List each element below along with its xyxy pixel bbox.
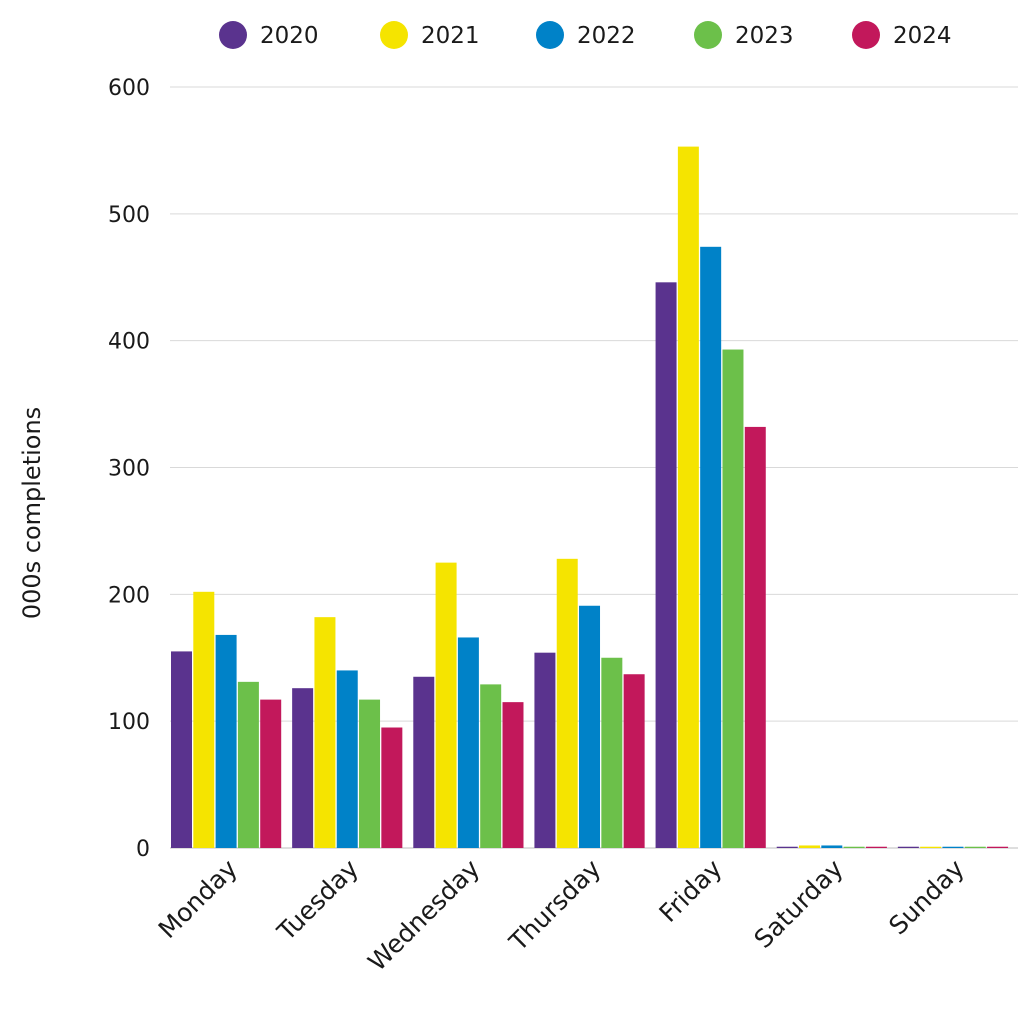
legend-marker-2024: [852, 21, 880, 49]
bar-friday-2020: [655, 282, 677, 848]
bar-sunday-2021: [920, 846, 942, 848]
bar-wednesday-2020: [413, 676, 435, 848]
bar-friday-2023: [722, 349, 744, 848]
x-tick-label: Monday: [153, 854, 243, 944]
bar-monday-2024: [260, 699, 282, 848]
bar-thursday-2020: [534, 652, 556, 848]
y-tick-label: 0: [136, 837, 150, 862]
bar-tuesday-2020: [292, 688, 314, 848]
legend-label-2021: 2021: [421, 23, 480, 49]
bar-sunday-2023: [964, 846, 986, 848]
bar-saturday-2022: [821, 845, 843, 848]
bar-thursday-2023: [601, 657, 623, 848]
x-tick-label: Wednesday: [362, 854, 485, 977]
legend-marker-2021: [380, 21, 408, 49]
bar-wednesday-2021: [435, 562, 457, 849]
bar-tuesday-2023: [359, 699, 381, 848]
bar-monday-2023: [237, 681, 259, 848]
bar-tuesday-2021: [314, 617, 336, 848]
bar-monday-2020: [171, 651, 192, 848]
bar-friday-2022: [700, 246, 722, 848]
bar-sunday-2022: [942, 846, 964, 848]
legend-label-2024: 2024: [893, 23, 952, 49]
bar-saturday-2024: [865, 846, 887, 848]
x-tick-label: Saturday: [749, 854, 849, 954]
bar-thursday-2022: [579, 605, 601, 848]
bar-tuesday-2022: [336, 670, 358, 848]
bar-monday-2021: [193, 591, 215, 848]
bar-saturday-2021: [799, 845, 821, 848]
y-axis-title: 000s completions: [18, 407, 46, 619]
bar-monday-2022: [215, 634, 237, 848]
legend-label-2023: 2023: [735, 23, 794, 49]
bar-wednesday-2024: [502, 702, 524, 848]
x-tick-label: Tuesday: [271, 854, 364, 947]
bar-thursday-2024: [623, 674, 645, 848]
y-tick-label: 200: [108, 583, 150, 608]
legend-marker-2022: [536, 21, 564, 49]
bar-wednesday-2023: [480, 684, 502, 848]
bar-tuesday-2024: [381, 727, 403, 848]
bar-thursday-2021: [556, 558, 578, 848]
bar-saturday-2020: [776, 846, 798, 848]
legend-label-2022: 2022: [577, 23, 636, 49]
legend-marker-2020: [219, 21, 247, 49]
bar-friday-2024: [744, 426, 766, 848]
bar-sunday-2020: [897, 846, 919, 848]
bar-saturday-2023: [843, 846, 865, 848]
bar-wednesday-2022: [457, 637, 479, 848]
y-tick-label: 500: [108, 203, 150, 228]
y-tick-label: 600: [108, 76, 150, 101]
bar-sunday-2024: [987, 846, 1009, 848]
x-tick-label: Sunday: [883, 854, 970, 941]
legend: 2020 2021 2022 2023 2024: [219, 21, 952, 49]
x-tick-label: Thursday: [503, 854, 607, 958]
y-axis: 0 100 200 300 400 500 600: [108, 76, 150, 862]
y-tick-label: 100: [108, 710, 150, 735]
bar-friday-2021: [677, 146, 699, 849]
legend-label-2020: 2020: [260, 23, 319, 49]
y-tick-label: 400: [108, 330, 150, 355]
bars: [171, 146, 1009, 849]
legend-marker-2023: [694, 21, 722, 49]
y-tick-label: 300: [108, 457, 150, 482]
x-tick-label: Friday: [653, 854, 727, 928]
